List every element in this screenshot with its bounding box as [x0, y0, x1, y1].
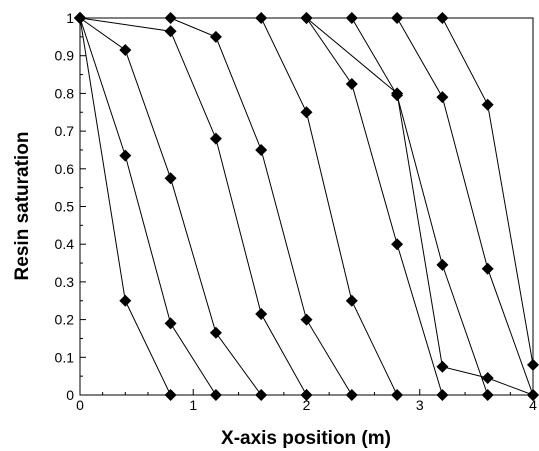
data-point-marker — [119, 294, 132, 307]
data-point-marker — [527, 389, 539, 401]
y-tick-label: 0.2 — [55, 312, 75, 328]
data-point-marker — [436, 12, 449, 24]
data-point-marker — [436, 360, 449, 373]
x-tick-label: 0 — [76, 397, 84, 413]
y-tick-label: 0.4 — [55, 236, 75, 252]
data-point-marker — [300, 12, 313, 24]
data-point-marker — [345, 389, 358, 401]
data-point-marker — [345, 294, 358, 307]
x-tick-label: 1 — [189, 397, 197, 413]
y-tick-label: 0.7 — [55, 123, 75, 139]
data-point-marker — [527, 358, 539, 371]
y-tick-label: 0.1 — [55, 349, 75, 365]
data-point-marker — [436, 258, 449, 271]
data-point-marker — [74, 12, 86, 24]
y-tick-label: 0.6 — [55, 161, 75, 177]
data-point-marker — [300, 106, 313, 119]
series-line-11 — [80, 17, 534, 396]
data-point-marker — [164, 389, 177, 401]
data-point-marker — [300, 389, 313, 401]
x-tick-label: 4 — [529, 397, 537, 413]
data-point-marker — [164, 317, 177, 330]
series-line-3 — [79, 17, 262, 396]
axis-ticks: 0 1 2 3 4 0 0.1 0.2 0.3 0.4 0.5 0.6 0.7 0.8 0.9 1 — [55, 10, 538, 413]
data-point-marker — [436, 389, 449, 401]
data-point-marker — [481, 372, 494, 385]
data-point-marker — [391, 87, 404, 100]
data-point-marker — [391, 238, 404, 251]
data-point-marker — [164, 12, 177, 24]
data-point-marker — [391, 12, 404, 24]
data-point-marker — [255, 389, 268, 401]
y-tick-label: 0 — [66, 387, 74, 403]
series-line-2 — [79, 17, 217, 396]
data-point-marker — [481, 389, 494, 401]
data-point-marker — [481, 262, 494, 275]
plot-frame — [79, 17, 534, 396]
data-point-marker — [209, 389, 222, 401]
series-lines — [79, 17, 534, 396]
y-axis-title: Resin saturation — [12, 132, 33, 281]
y-tick-label: 0.8 — [55, 85, 75, 101]
data-point-marker — [164, 172, 177, 185]
data-point-marker — [209, 132, 222, 145]
series-line-6 — [80, 17, 398, 396]
data-point-marker — [300, 313, 313, 326]
data-point-marker — [255, 307, 268, 320]
series-line-9 — [80, 17, 534, 396]
data-point-marker — [391, 389, 404, 401]
y-tick-label: 1 — [66, 10, 74, 26]
y-tick-label: 0.3 — [55, 274, 75, 290]
data-point-marker — [345, 77, 358, 90]
data-point-marker — [119, 149, 132, 162]
y-tick-label: 0.9 — [55, 48, 75, 64]
data-point-marker — [119, 44, 132, 57]
data-point-marker — [164, 25, 177, 38]
y-tick-label: 0.5 — [55, 199, 75, 215]
data-point-marker — [209, 326, 222, 339]
series-line-1 — [79, 17, 172, 396]
data-point-marker — [345, 12, 358, 24]
x-tick-label: 3 — [416, 397, 424, 413]
data-point-marker — [481, 98, 494, 111]
data-point-marker — [255, 12, 268, 24]
data-point-marker — [436, 91, 449, 104]
x-tick-label: 2 — [303, 397, 311, 413]
series-line-8 — [80, 17, 489, 396]
data-point-marker — [255, 143, 268, 156]
data-markers — [74, 12, 539, 401]
series-line-10 — [80, 17, 534, 365]
series-line-4 — [79, 17, 307, 396]
data-point-marker — [209, 30, 222, 43]
x-axis-title: X-axis position (m) — [221, 428, 391, 449]
